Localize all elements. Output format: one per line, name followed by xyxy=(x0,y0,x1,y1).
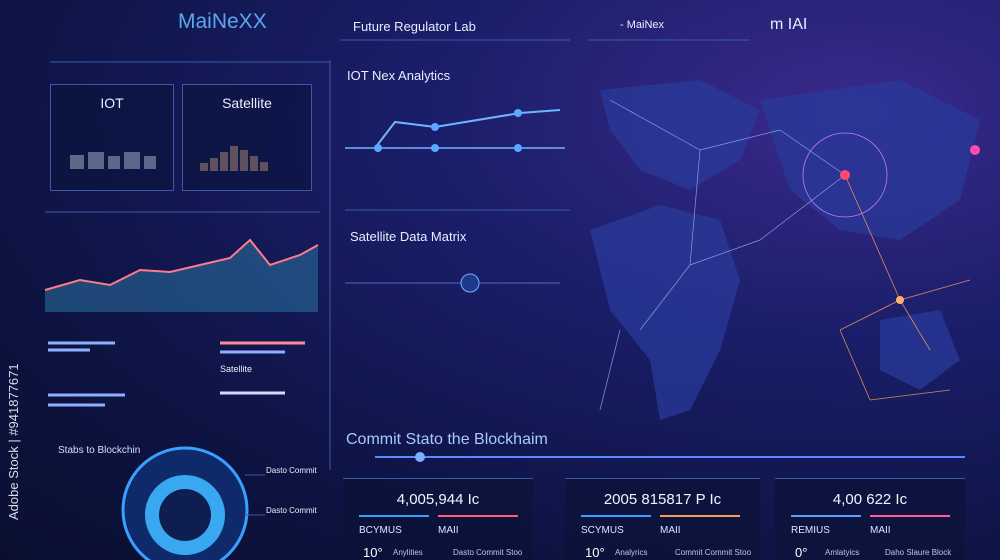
stat-label: MAII xyxy=(660,525,681,536)
stat-caption: Amlatyics xyxy=(825,548,860,557)
stat-card: 4,005,944 Ic BCYMUS MAII 10° Anylities Dasto … xyxy=(343,478,533,560)
accent-bar xyxy=(581,515,651,517)
stat-number: 0° xyxy=(795,545,808,560)
stat-value: 4,00 622 Ic xyxy=(832,491,908,508)
header-subtitle: - MaiNex xyxy=(620,19,665,31)
panel-title: Satellite xyxy=(222,95,272,111)
stat-value: 4,005,944 Ic xyxy=(396,491,480,508)
stat-caption: Daho Slaure Block xyxy=(885,548,952,557)
watermark: Adobe Stock | #941877671 xyxy=(6,363,21,520)
satellite-panel: Satellite xyxy=(182,84,312,191)
stat-label: SCYMUS xyxy=(581,525,624,536)
stat-value: 2005 815817 P Ic xyxy=(603,491,722,508)
logo: MaiNeXX xyxy=(178,10,267,33)
accent-bar xyxy=(870,515,950,517)
stat-caption: Anylities xyxy=(393,548,423,557)
list-label: Satellite xyxy=(220,364,253,374)
accent-bar xyxy=(791,515,861,517)
commit-label: Dasto Commit xyxy=(266,506,317,515)
status-label: Stabs to Blockchin xyxy=(58,445,141,456)
iot-panel: IOT xyxy=(50,84,174,191)
stat-card: 4,00 622 Ic REMIUS MAII 0° Amlatyics Daho Sla… xyxy=(775,478,965,560)
blockchain-title: Commit Stato the Blockhaim xyxy=(346,431,548,448)
stat-label: REMIUS xyxy=(791,525,830,536)
stat-label: MAII xyxy=(870,525,891,536)
stat-label: BCYMUS xyxy=(359,525,402,536)
stat-caption: Analyrics xyxy=(615,548,648,557)
header-menu[interactable]: m IAI xyxy=(770,16,808,33)
stat-caption: Dasto Commit Stoo xyxy=(453,548,523,557)
stat-number: 10° xyxy=(363,545,383,560)
accent-bar xyxy=(438,515,518,517)
stat-label: MAII xyxy=(438,525,459,536)
stat-caption: Commit Commit Stoo xyxy=(675,548,752,557)
commit-label: Dasto Commit xyxy=(266,466,317,475)
stat-number: 10° xyxy=(585,545,605,560)
section-title: Satellite Data Matrix xyxy=(350,229,467,244)
stat-card: 2005 815817 P Ic SCYMUS MAII 10° Analyrics Co… xyxy=(565,478,760,560)
header-title: Future Regulator Lab xyxy=(353,19,476,34)
section-title: IOT Nex Analytics xyxy=(347,68,451,83)
accent-bar xyxy=(359,515,429,517)
panel-title: IOT xyxy=(100,95,124,111)
accent-bar xyxy=(660,515,740,517)
